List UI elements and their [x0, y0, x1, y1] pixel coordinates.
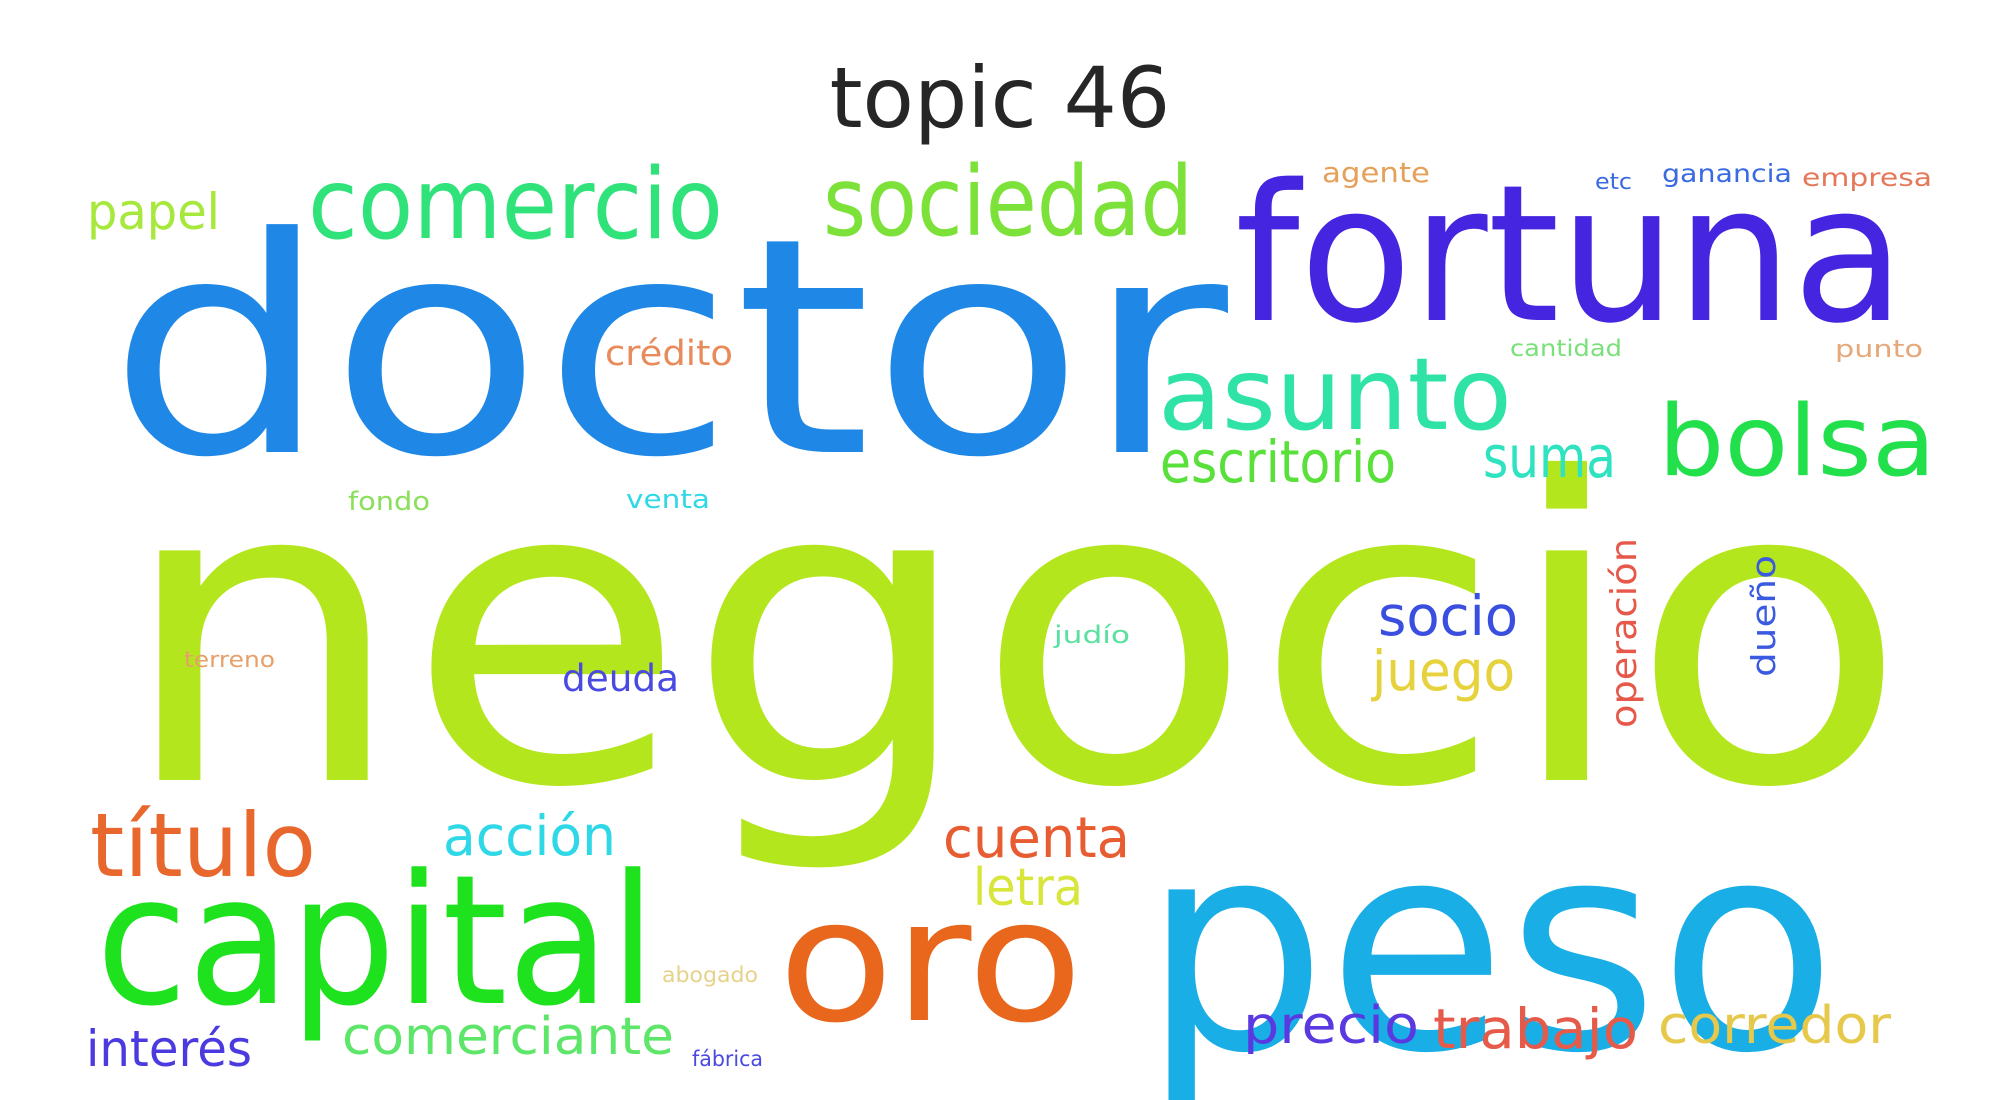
- word-peso: peso: [1142, 780, 1837, 1100]
- word-fondo: fondo: [348, 487, 430, 517]
- word-operación: operación: [1604, 538, 1645, 728]
- page-title: topic 46: [829, 49, 1171, 147]
- word-abogado: abogado: [662, 963, 758, 987]
- word-escritorio: escritorio: [1160, 428, 1396, 496]
- word-dueño: dueño: [1744, 555, 1783, 677]
- word-judío: judío: [1053, 621, 1130, 649]
- word-comerciante: comerciante: [342, 1007, 674, 1067]
- word-fortuna: fortuna: [1235, 144, 1905, 365]
- word-suma: suma: [1483, 423, 1616, 491]
- word-precio: precio: [1243, 996, 1419, 1056]
- word-socio: socio: [1378, 584, 1518, 648]
- word-papel: papel: [87, 183, 220, 241]
- word-agente: agente: [1322, 156, 1430, 189]
- word-título: título: [90, 794, 316, 897]
- word-negocio: negocio: [118, 391, 1908, 880]
- word-doctor: doctor: [108, 174, 1232, 523]
- word-sociedad: sociedad: [823, 146, 1193, 258]
- word-comercio: comercio: [308, 148, 723, 262]
- word-deuda: deuda: [562, 657, 679, 700]
- word-cantidad: cantidad: [1510, 336, 1622, 362]
- word-cuenta: cuenta: [943, 806, 1130, 871]
- word-interés: interés: [86, 1020, 252, 1078]
- word-asunto: asunto: [1158, 336, 1512, 453]
- word-ganancia: ganancia: [1662, 159, 1792, 188]
- word-etc: etc: [1595, 170, 1632, 195]
- word-corredor: corredor: [1658, 996, 1892, 1056]
- word-crédito: crédito: [605, 334, 733, 374]
- word-acción: acción: [443, 804, 616, 868]
- word-fábrica: fábrica: [692, 1047, 763, 1071]
- word-letra: letra: [973, 858, 1083, 918]
- word-trabajo: trabajo: [1433, 997, 1638, 1061]
- word-bolsa: bolsa: [1658, 385, 1936, 499]
- word-empresa: empresa: [1802, 163, 1932, 192]
- word-venta: venta: [626, 485, 710, 515]
- word-capital: capital: [96, 837, 656, 1046]
- word-terreno: terreno: [184, 648, 275, 673]
- word-oro: oro: [778, 863, 1083, 1061]
- word-juego: juego: [1371, 639, 1515, 703]
- word-punto: punto: [1835, 335, 1923, 363]
